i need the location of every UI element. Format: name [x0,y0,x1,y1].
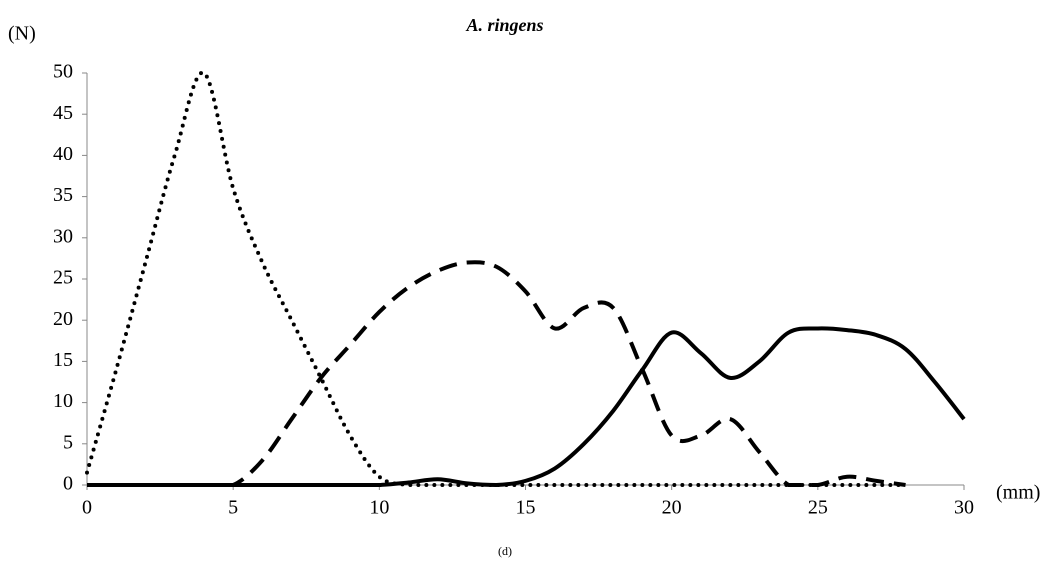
y-tick-label: 30 [53,225,73,247]
x-axis-label: (mm) [996,482,1040,504]
y-axis-label: (N) [8,23,36,45]
chart-title: A. ringens [465,15,543,35]
y-tick-label: 0 [63,473,73,495]
y-tick-label: 5 [63,431,73,453]
caption: (d) [498,544,512,558]
x-tick-label: 10 [369,497,389,519]
x-tick-label: 20 [662,497,682,519]
y-tick-label: 40 [53,143,73,165]
x-tick-label: 0 [82,497,92,519]
y-tick-label: 45 [53,102,73,124]
y-tick-label: 35 [53,184,73,206]
y-tick-label: 10 [53,390,73,412]
data-line [85,70,908,487]
y-tick-label: 25 [53,267,73,289]
data-line [87,260,906,487]
x-tick-label: 25 [808,497,828,519]
y-tick-label: 50 [53,61,73,83]
y-tick-label: 15 [53,349,73,371]
x-tick-label: 30 [954,497,974,519]
y-tick-label: 20 [53,308,73,330]
x-tick-label: 5 [228,497,238,519]
x-tick-label: 15 [516,497,536,519]
data-line [87,326,966,488]
